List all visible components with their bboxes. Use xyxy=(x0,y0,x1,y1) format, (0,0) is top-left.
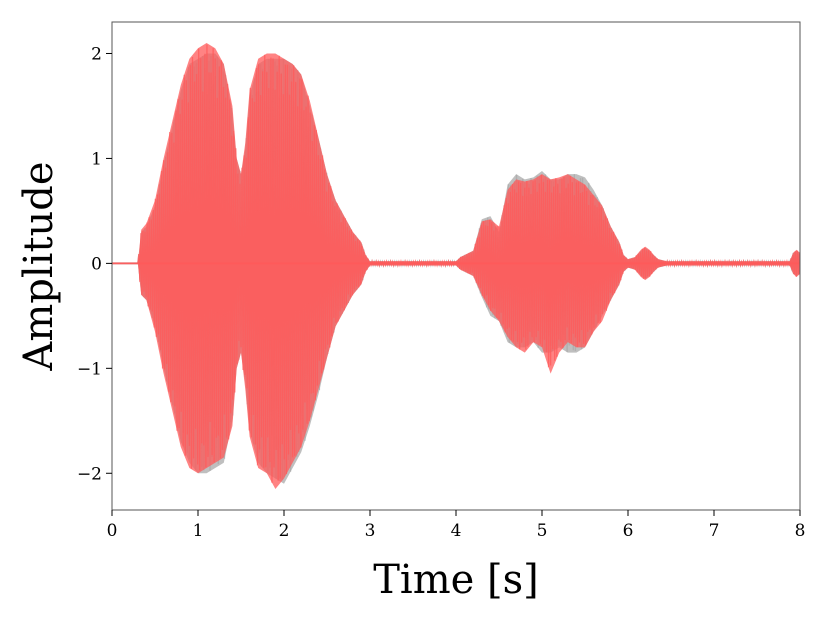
plot-area xyxy=(112,42,800,490)
x-tick-label: 3 xyxy=(365,521,376,541)
y-tick-label: −1 xyxy=(77,359,102,379)
y-tick-label: 2 xyxy=(91,44,102,64)
y-axis-label: Amplitude xyxy=(16,161,62,371)
x-tick-label: 4 xyxy=(451,521,462,541)
series-2 xyxy=(112,42,800,490)
x-tick-label: 6 xyxy=(623,521,634,541)
x-tick-label: 5 xyxy=(537,521,548,541)
y-tick-label: 0 xyxy=(91,254,102,274)
y-tick-label: 1 xyxy=(91,149,102,169)
axis-ticks: 0 1 2 3 4 5 6 7 8 −2 −1 0 1 2 xyxy=(77,44,805,541)
series-2-line xyxy=(112,44,800,483)
x-tick-label: 7 xyxy=(709,521,720,541)
x-tick-label: 2 xyxy=(279,521,290,541)
y-tick-label: −2 xyxy=(77,464,102,484)
x-tick-label: 8 xyxy=(795,521,806,541)
x-tick-label: 1 xyxy=(193,521,204,541)
x-tick-label: 0 xyxy=(107,521,118,541)
x-axis-label: Time [s] xyxy=(373,557,539,603)
